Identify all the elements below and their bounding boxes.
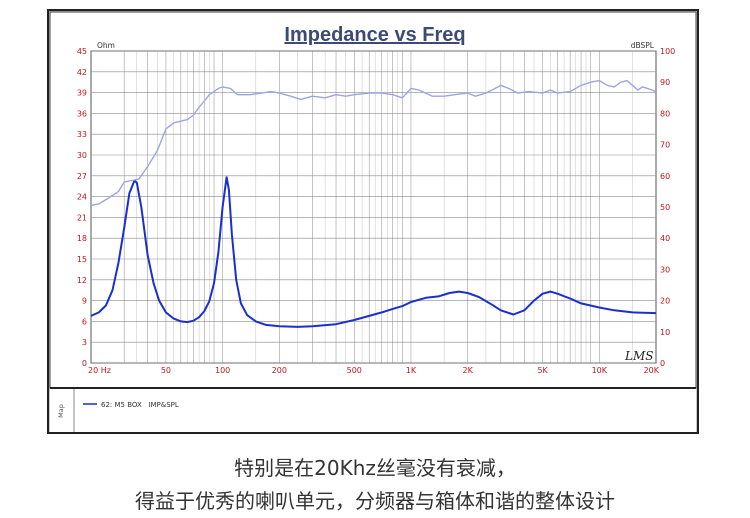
x-tick-label: 5K — [537, 366, 548, 375]
y-right-tick-label: 80 — [660, 109, 670, 118]
y-left-tick-label: 24 — [77, 193, 87, 202]
series-layer — [90, 79, 657, 328]
impedance-series-line — [90, 176, 657, 328]
caption: 特别是在20Khz丝毫没有衰减， 得益于优秀的喇叭单元，分频器与箱体和谐的整体设… — [0, 452, 750, 518]
y-right-tick-label: 90 — [660, 78, 670, 87]
y-left-tick-label: 36 — [77, 109, 87, 118]
x-tick-label: 2K — [462, 366, 473, 375]
y-left-tick-label: 42 — [77, 68, 87, 77]
x-tick-label: 20 Hz — [88, 366, 111, 375]
y-left-tick-label: 27 — [77, 172, 87, 181]
y-right-tick-label: 10 — [660, 328, 670, 337]
y-right-tick-label: 30 — [660, 265, 670, 274]
x-tick-label: 1K — [406, 366, 417, 375]
y-left-tick-label: 3 — [82, 338, 87, 347]
x-tick-label: 500 — [347, 366, 362, 375]
y-right-tick-label: 50 — [660, 203, 670, 212]
right-unit-label: dBSPL — [631, 41, 655, 50]
left-unit-label: Ohm — [97, 41, 115, 50]
x-tick-label: 50 — [161, 366, 171, 375]
chart-frame: Map 62: M5 BOX IMP&SPL Impedance vs Freq… — [47, 9, 699, 434]
y-right-tick-label: 70 — [660, 141, 670, 150]
x-tick-label: 20K — [644, 366, 660, 375]
y-left-tick-label: 9 — [82, 297, 87, 306]
spl-series-line — [90, 79, 657, 207]
x-tick-label: 200 — [272, 366, 287, 375]
legend-panel — [50, 389, 696, 432]
grid-layer — [90, 50, 657, 364]
caption-line-1: 特别是在20Khz丝毫没有衰减， — [234, 456, 516, 480]
y-right-tick-label: 0 — [660, 359, 665, 368]
y-left-tick-label: 45 — [77, 47, 87, 56]
y-right-tick-label: 40 — [660, 234, 670, 243]
plot-area — [90, 50, 657, 364]
x-tick-label: 100 — [215, 366, 230, 375]
y-left-tick-label: 12 — [77, 276, 87, 285]
x-tick-label: 10K — [592, 366, 608, 375]
y-left-tick-label: 39 — [77, 89, 87, 98]
impedance-spl-chart: Map 62: M5 BOX IMP&SPL Impedance vs Freq… — [49, 11, 697, 432]
tick-label-layer: 0369121518212427303336394245010203040506… — [77, 41, 675, 375]
y-right-tick-label: 60 — [660, 172, 670, 181]
y-left-tick-label: 21 — [77, 213, 87, 222]
chart-title: Impedance vs Freq — [284, 24, 465, 46]
y-right-tick-label: 20 — [660, 297, 670, 306]
legend-entry: 62: M5 BOX IMP&SPL — [101, 401, 179, 409]
y-left-tick-label: 15 — [77, 255, 87, 264]
y-left-tick-label: 6 — [82, 317, 87, 326]
y-left-tick-label: 30 — [77, 151, 87, 160]
caption-line-2: 得益于优秀的喇叭单元，分频器与箱体和谐的整体设计 — [135, 489, 615, 513]
y-right-tick-label: 100 — [660, 47, 675, 56]
y-left-tick-label: 0 — [82, 359, 87, 368]
legend-side-label: Map — [57, 404, 65, 418]
y-left-tick-label: 33 — [77, 130, 87, 139]
lms-watermark: LMS — [624, 349, 653, 363]
y-left-tick-label: 18 — [77, 234, 87, 243]
